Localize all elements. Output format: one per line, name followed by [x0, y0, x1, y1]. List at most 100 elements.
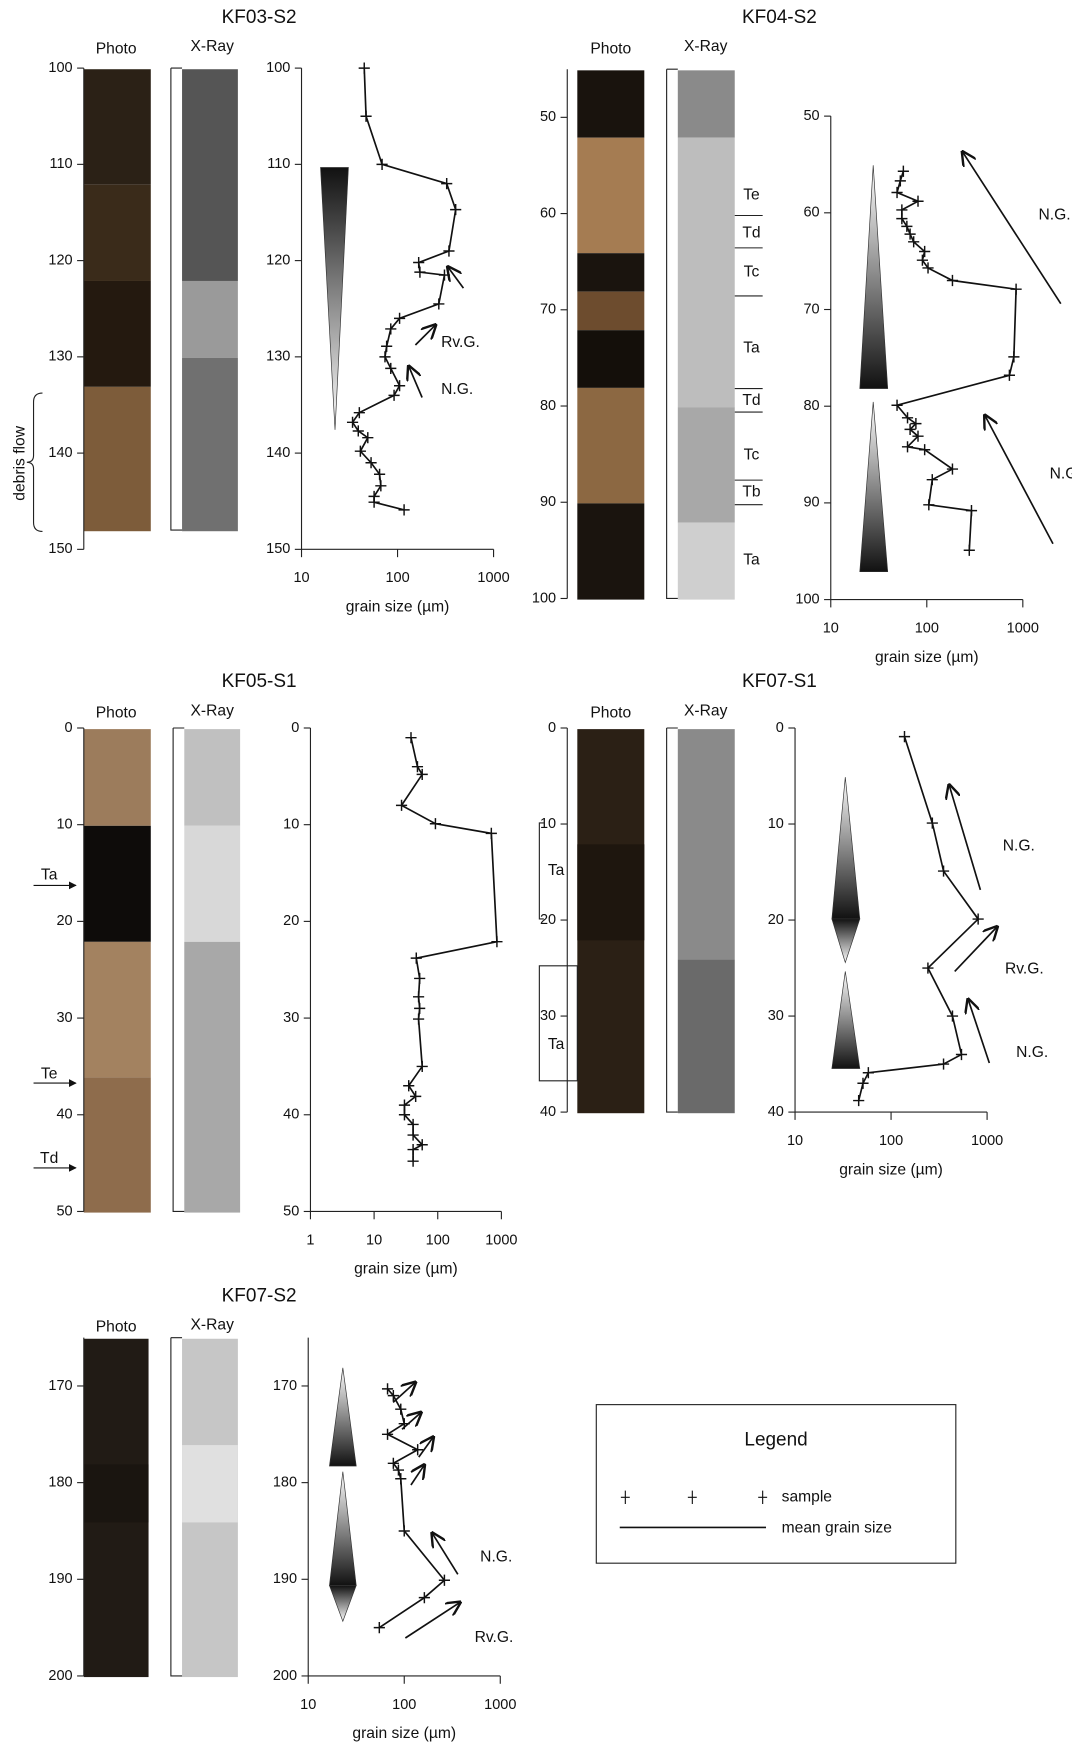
- y-tick-label: 190: [273, 1571, 297, 1587]
- core-tick-label: 100: [532, 590, 556, 606]
- sample-point: [937, 1058, 950, 1070]
- sample-point: [901, 220, 913, 232]
- sample-point: [373, 468, 386, 480]
- core-tick-label: 140: [48, 445, 72, 461]
- y-tick-label: 200: [273, 1668, 297, 1684]
- core-tick-label: 50: [56, 1203, 72, 1219]
- image-label: X-Ray: [190, 1316, 234, 1333]
- trend-arrow: [954, 927, 997, 972]
- core-tick-label: 90: [540, 494, 556, 510]
- y-tick-label: 100: [266, 60, 290, 76]
- core-label: Te: [41, 1065, 58, 1082]
- core-xray: [184, 825, 241, 942]
- core-tick-label: 20: [540, 912, 556, 928]
- sample-point: [410, 1090, 422, 1102]
- sample-point: [441, 178, 453, 190]
- core-photo: [577, 503, 645, 600]
- sample-point: [388, 389, 400, 401]
- sample-point: [901, 412, 914, 424]
- sample-point: [1003, 369, 1015, 381]
- panel: KF05-S1 Photo X-Ray 0 10 20 30 40 50 Ta Te Td 0 10 20 3…: [33, 671, 518, 1278]
- trend-arrow: [410, 1465, 424, 1486]
- sample-point: [407, 1129, 419, 1141]
- trend-arrow: [401, 1412, 421, 1430]
- sample-point: [946, 274, 959, 287]
- x-tick-label: 1: [306, 1232, 314, 1248]
- sample-point: [955, 1048, 968, 1061]
- annotation: N.G.: [1050, 466, 1072, 483]
- trend-arrow: [414, 325, 435, 346]
- y-tick-label: 10: [768, 816, 784, 832]
- x-axis-label: grain size (µm): [354, 1261, 458, 1278]
- core-photo: [83, 386, 151, 532]
- core-photo: [83, 184, 151, 281]
- sample-point: [398, 1099, 411, 1111]
- core-xray: [182, 280, 238, 358]
- panel-title: KF07-S2: [222, 1285, 297, 1306]
- x-tick-label: 1000: [1007, 620, 1039, 636]
- core-tick-label: 10: [540, 816, 556, 832]
- core-label: Ta: [41, 867, 58, 884]
- y-tick-label: 130: [266, 349, 290, 365]
- grading-triangle: [329, 1471, 357, 1586]
- annotation: N.G.: [480, 1549, 512, 1566]
- x-axis-label: grain size (µm): [352, 1725, 456, 1742]
- core-xray: [182, 69, 238, 281]
- legend-label: mean grain size: [782, 1520, 892, 1537]
- grading-triangle: [831, 918, 861, 964]
- core-label: Tc: [744, 264, 760, 281]
- sample-point: [891, 186, 903, 199]
- sample-point: [904, 228, 916, 240]
- xray-axis: [172, 727, 185, 1213]
- y-tick-label: 30: [283, 1010, 299, 1026]
- sample-point: [360, 110, 372, 122]
- core-tick-label: 10: [56, 817, 72, 833]
- sample-point: [919, 245, 931, 258]
- core-tick-label: 150: [48, 541, 72, 557]
- core-photo: [83, 69, 151, 185]
- trend-arrow: [949, 785, 982, 891]
- sample-point: [908, 236, 920, 248]
- sample-point: [395, 1473, 407, 1485]
- image-label: Photo: [96, 1319, 137, 1336]
- trend-arrow: [432, 1533, 459, 1575]
- core-label: Td: [40, 1150, 58, 1167]
- core-tick-label: 80: [540, 398, 556, 414]
- y-tick-label: 180: [273, 1474, 297, 1490]
- sample-point: [443, 245, 455, 257]
- y-tick-label: 40: [768, 1104, 784, 1120]
- y-tick-label: 0: [776, 720, 784, 736]
- annotation: N.G.: [1016, 1044, 1048, 1061]
- core-photo: [83, 825, 151, 942]
- core-photo: [577, 70, 645, 138]
- sample-point: [857, 1077, 869, 1089]
- trend-arrow: [418, 1437, 434, 1458]
- image-label: Photo: [590, 40, 631, 57]
- y-tick-label: 10: [283, 817, 299, 833]
- sample-point: [398, 504, 410, 516]
- sample-point: [418, 1592, 430, 1604]
- sample-point: [395, 1403, 407, 1415]
- core-tick-label: 190: [48, 1571, 72, 1587]
- core-photo: [83, 1077, 151, 1213]
- core-xray: [677, 729, 735, 960]
- x-tick-label: 10: [293, 570, 309, 586]
- sample-point: [1008, 351, 1020, 363]
- sample-point: [413, 256, 425, 269]
- core-tick-label: 0: [65, 720, 73, 736]
- core-label: Tc: [744, 447, 760, 464]
- sample-point: [853, 1094, 865, 1107]
- core-xray: [184, 941, 241, 1213]
- sample-point: [1010, 283, 1022, 295]
- grading-triangle: [329, 1367, 357, 1467]
- trend-arrow: [448, 267, 465, 289]
- core-label: Te: [743, 187, 760, 204]
- core-label: Ta: [743, 552, 760, 569]
- sample-point: [375, 480, 387, 492]
- core-photo: [83, 941, 151, 1078]
- sample-point: [387, 1457, 399, 1469]
- core-tick-label: 40: [56, 1107, 72, 1123]
- annotation: Rv.G.: [475, 1629, 514, 1646]
